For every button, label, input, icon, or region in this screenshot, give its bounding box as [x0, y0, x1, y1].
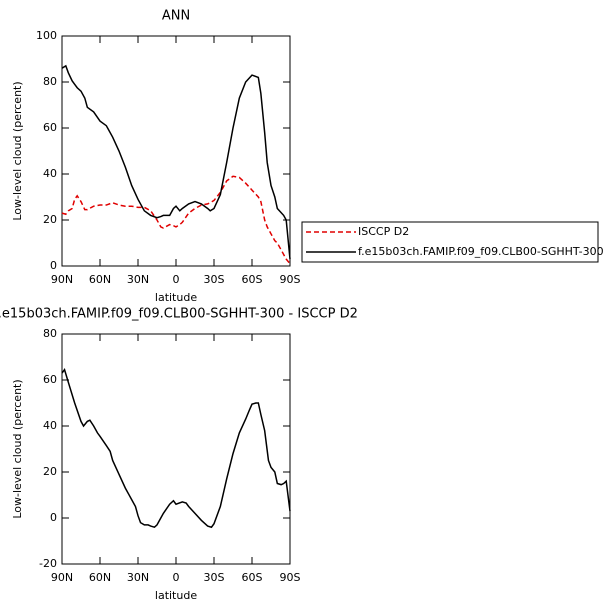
- y-tick-label: 80: [43, 327, 57, 340]
- y-tick-label: 20: [43, 465, 57, 478]
- y-axis-label: Low-level cloud (percent): [11, 379, 24, 518]
- chart-title: f.e15b03ch.FAMIP.f09_f09.CLB00-SGHHT-300…: [0, 307, 358, 322]
- x-tick-label: 60N: [89, 571, 111, 584]
- x-tick-label: 90S: [280, 571, 301, 584]
- x-tick-label: 60N: [89, 273, 111, 286]
- x-tick-label: 30S: [204, 273, 225, 286]
- plot-frame: [61, 333, 291, 565]
- chart-title: ANN: [162, 9, 190, 24]
- y-tick-label: -20: [39, 557, 57, 570]
- x-tick-label: 30S: [204, 571, 225, 584]
- x-tick-label: 60S: [242, 571, 263, 584]
- y-tick-label: 20: [43, 213, 57, 226]
- y-tick-label: 60: [43, 121, 57, 134]
- y-tick-label: 80: [43, 75, 57, 88]
- series-line: [61, 64, 291, 260]
- x-axis-label: latitude: [155, 589, 197, 602]
- legend-box: [301, 221, 599, 263]
- x-tick-label: 90N: [51, 571, 73, 584]
- y-tick-label: 0: [50, 511, 57, 524]
- x-tick-label: 60S: [242, 273, 263, 286]
- x-tick-label: 90S: [280, 273, 301, 286]
- legend-label: ISCCP D2: [358, 225, 409, 238]
- plot-frame: [61, 35, 291, 267]
- x-tick-label: 0: [173, 273, 180, 286]
- series-line: [61, 367, 291, 529]
- y-tick-label: 60: [43, 373, 57, 386]
- x-tick-label: 30N: [127, 571, 149, 584]
- y-tick-label: 40: [43, 419, 57, 432]
- y-axis-label: Low-level cloud (percent): [11, 81, 24, 220]
- y-tick-label: 0: [50, 259, 57, 272]
- series-line: [61, 175, 291, 265]
- x-axis-label: latitude: [155, 291, 197, 304]
- x-tick-label: 30N: [127, 273, 149, 286]
- x-tick-label: 90N: [51, 273, 73, 286]
- x-tick-label: 0: [173, 571, 180, 584]
- y-tick-label: 100: [36, 29, 57, 42]
- y-tick-label: 40: [43, 167, 57, 180]
- legend-label: f.e15b03ch.FAMIP.f09_f09.CLB00-SGHHT-300: [358, 245, 604, 258]
